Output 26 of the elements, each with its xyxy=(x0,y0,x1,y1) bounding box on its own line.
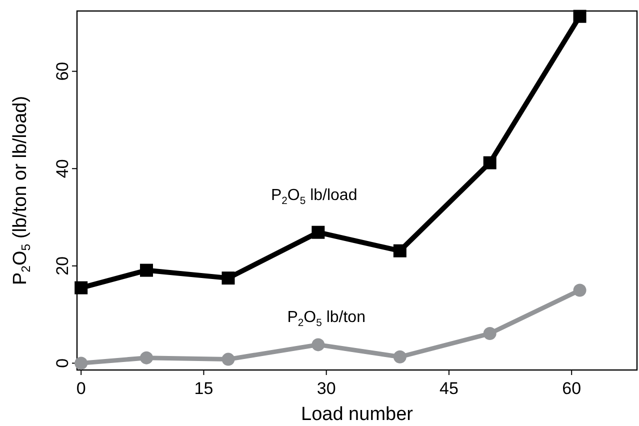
point xyxy=(483,327,496,340)
x-tick-label: 45 xyxy=(440,379,458,398)
x-tick-label: 60 xyxy=(562,379,582,398)
x-tick-label: 0 xyxy=(76,379,86,398)
series-label: P$_{2}$O$_{5}$ lb/load xyxy=(270,187,358,207)
point xyxy=(312,226,325,239)
y-tick-label: 20 xyxy=(53,256,72,276)
y-tick-label: 0 xyxy=(53,358,72,368)
x-tick-label: 30 xyxy=(316,379,336,398)
point xyxy=(140,351,153,364)
point xyxy=(74,356,88,370)
point xyxy=(222,352,235,366)
point xyxy=(483,156,496,170)
point xyxy=(140,264,153,277)
x-tick-label: 15 xyxy=(194,379,214,398)
point xyxy=(393,244,406,258)
series-label: P$_{2}$O$_{5}$ lb/ton xyxy=(287,308,366,328)
point xyxy=(312,338,325,352)
point xyxy=(222,272,235,285)
point xyxy=(573,284,586,297)
x-axis-title: Load number xyxy=(301,404,414,425)
point xyxy=(393,350,406,364)
point xyxy=(74,281,88,294)
y-tick-label: 60 xyxy=(53,62,72,81)
point xyxy=(573,10,586,23)
y-tick-label: 40 xyxy=(53,159,72,178)
